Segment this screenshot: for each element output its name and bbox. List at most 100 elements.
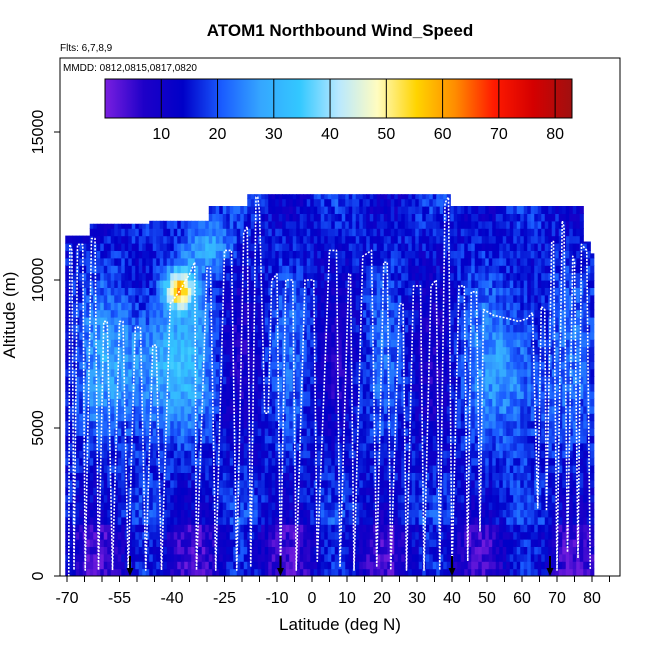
heatmap-cell [194,516,199,525]
heatmap-cell [82,420,87,429]
heatmap-cell [173,272,178,281]
heatmap-cell [208,206,213,214]
heatmap-cell [282,302,287,311]
heatmap-cell [247,309,252,318]
heatmap-cell [404,450,409,459]
heatmap-cell [303,368,308,377]
heatmap-cell [341,346,346,355]
heatmap-cell [271,339,276,348]
heatmap-cell [177,516,182,525]
heatmap-cell [278,531,283,540]
heatmap-cell [352,391,357,399]
heatmap-cell [268,435,273,444]
heatmap-cell [208,287,213,296]
heatmap-cell [317,376,322,385]
heatmap-cell [327,450,332,459]
heatmap-cell [310,531,315,540]
heatmap-cell [285,198,290,207]
heatmap-cell [198,250,203,259]
heatmap-cell [303,472,308,481]
heatmap-cell [397,346,402,355]
heatmap-cell [93,435,98,444]
heatmap-cell [352,472,357,481]
heatmap-cell [233,398,238,407]
heatmap-cell [411,383,416,392]
heatmap-cell [187,376,192,385]
heatmap-cell [142,228,147,237]
heatmap-cell [362,509,367,518]
heatmap-cell [96,324,101,333]
heatmap-cell [121,479,126,488]
heatmap-cell [303,309,308,318]
heatmap-cell [93,472,98,481]
heatmap-cell [138,568,143,576]
heatmap-cell [187,317,192,325]
heatmap-cell [341,405,346,414]
heatmap-cell [198,294,203,303]
heatmap-cell [261,479,266,488]
heatmap-cell [177,368,182,377]
heatmap-cell [124,317,129,325]
heatmap-cell [173,302,178,311]
heatmap-cell [72,457,77,466]
heatmap-cell [299,376,304,385]
heatmap-cell [320,361,325,370]
heatmap-cell [86,524,91,533]
heatmap-cell [282,194,287,200]
heatmap-cell [352,220,357,229]
heatmap-cell [268,428,273,436]
heatmap-cell [163,368,168,377]
heatmap-cell [376,413,381,422]
heatmap-cell [240,228,245,237]
heatmap-cell [268,457,273,466]
heatmap-cell [159,324,164,333]
heatmap-cell [341,324,346,333]
heatmap-cell [289,206,294,214]
heatmap-cell [257,494,262,503]
heatmap-cell [411,346,416,355]
heatmap-cell [250,361,255,370]
heatmap-cell [184,457,189,466]
heatmap-cell [96,361,101,370]
heatmap-cell [93,383,98,392]
heatmap-cell [317,531,322,540]
heatmap-cell [205,509,210,518]
heatmap-cell [110,472,115,481]
heatmap-cell [289,494,294,503]
heatmap-cell [383,435,388,444]
heatmap-cell [268,487,273,496]
heatmap-cell [163,553,168,562]
heatmap-cell [261,546,266,555]
heatmap-cell [341,479,346,488]
heatmap-cell [177,553,182,562]
heatmap-cell [145,465,150,473]
heatmap-cell [278,450,283,459]
heatmap-cell [348,294,353,303]
heatmap-cell [166,487,171,496]
heatmap-cell [359,228,364,237]
heatmap-cell [173,494,178,503]
heatmap-cell [72,257,77,266]
heatmap-cell [250,472,255,481]
heatmap-cell [313,568,318,576]
heatmap-cell [191,479,196,488]
heatmap-cell [331,309,336,318]
heatmap-cell [222,376,227,385]
heatmap-cell [86,280,91,288]
heatmap-cell [373,324,378,333]
heatmap-cell [247,391,252,399]
heatmap-cell [355,250,360,259]
heatmap-cell [145,346,150,355]
heatmap-cell [201,428,206,436]
heatmap-cell [68,472,73,481]
heatmap-cell [142,487,147,496]
heatmap-cell [177,435,182,444]
heatmap-cell [149,250,154,259]
heatmap-cell [243,213,248,222]
heatmap-cell [408,317,413,325]
heatmap-cell [257,376,262,385]
heatmap-cell [135,376,140,385]
heatmap-cell [156,457,161,466]
heatmap-cell [320,206,325,214]
heatmap-cell [79,539,84,547]
